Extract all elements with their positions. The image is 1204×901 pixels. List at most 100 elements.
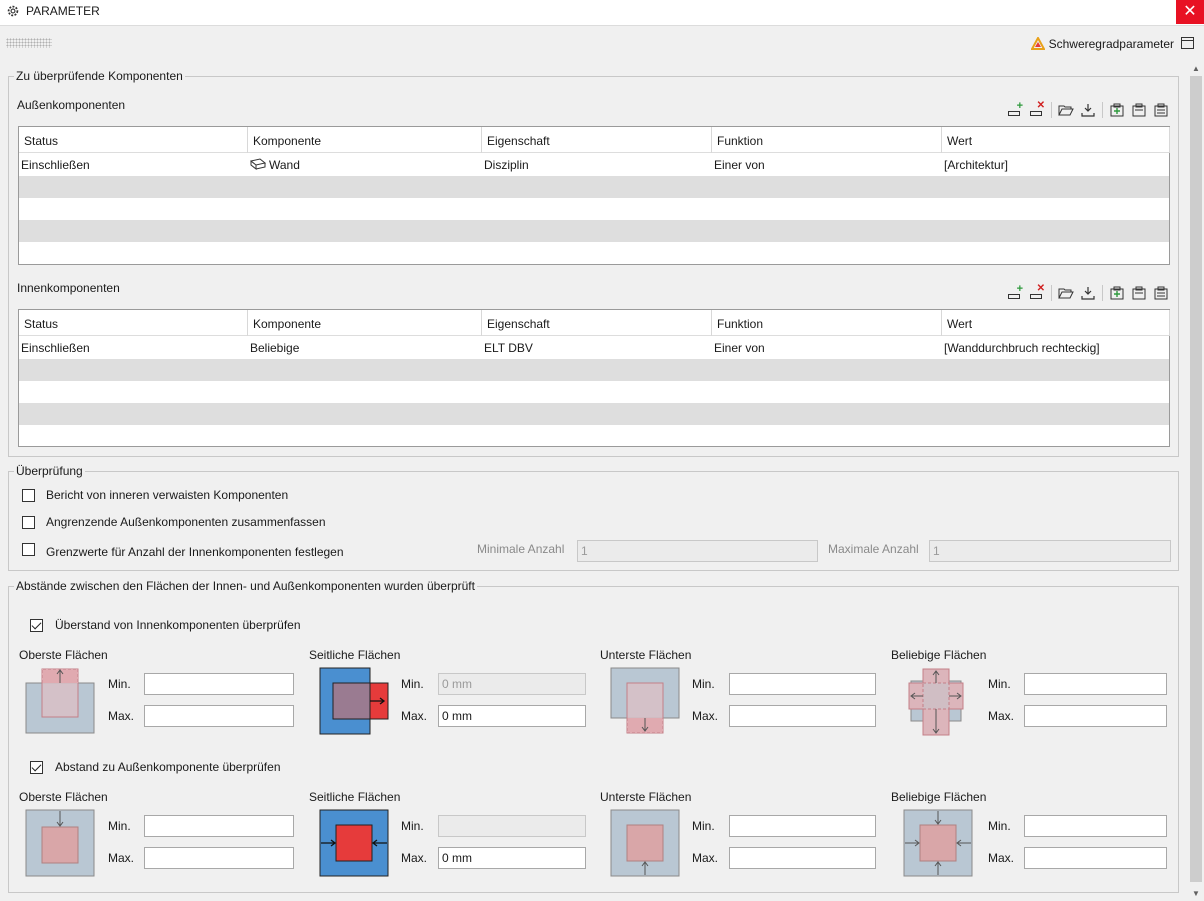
distance-bottom-min-input[interactable] (729, 815, 876, 837)
column-header-status[interactable]: Status (19, 127, 248, 153)
cell-property[interactable]: ELT DBV (484, 341, 533, 355)
min-count-label: Minimale Anzahl (477, 542, 565, 556)
group-icon[interactable] (1131, 102, 1147, 118)
min-count-input[interactable]: 1 (577, 540, 818, 562)
column-header-property[interactable]: Eigenschaft (482, 310, 712, 336)
column-header-property[interactable]: Eigenschaft (482, 127, 712, 153)
close-button[interactable]: ✕ (1176, 0, 1204, 24)
window-title: PARAMETER (26, 4, 100, 18)
toolbar-separator (1102, 285, 1103, 301)
overhang-top-max-input[interactable] (144, 705, 294, 727)
download-icon[interactable] (1080, 102, 1096, 118)
group-icon[interactable] (1131, 285, 1147, 301)
overhang-side-max-input[interactable]: 0 mm (438, 705, 586, 727)
column-header-value[interactable]: Wert (942, 310, 1170, 336)
cell-status[interactable]: Einschließen (21, 158, 90, 172)
overhang-bottom-title: Unterste Flächen (600, 648, 692, 662)
overhang-side-faces-illustration (319, 667, 389, 735)
severity-link-label: Schweregradparameter (1048, 37, 1174, 51)
distance-top-max-input[interactable] (144, 847, 294, 869)
add-group-icon[interactable] (1109, 102, 1125, 118)
overhang-any-min-input[interactable] (1024, 673, 1167, 695)
column-header-status[interactable]: Status (19, 310, 248, 336)
column-header-function[interactable]: Funktion (712, 310, 942, 336)
ungroup-icon[interactable] (1153, 285, 1169, 301)
overhang-any-max-input[interactable] (1024, 705, 1167, 727)
distance-top-max-label: Max. (108, 851, 135, 865)
panel-toggle-icon[interactable] (1181, 37, 1194, 49)
overhang-side-min-input[interactable]: 0 mm (438, 673, 586, 695)
empty-row (19, 403, 1169, 425)
overhang-top-max-label: Max. (108, 709, 135, 723)
distances-legend: Abstände zwischen den Flächen der Innen-… (14, 579, 477, 593)
cell-value[interactable]: [Architektur] (944, 158, 1009, 172)
severity-parameters-link[interactable]: Schweregradparameter (1029, 35, 1174, 51)
components-group: Zu überprüfende Komponenten Außenkompone… (8, 69, 1179, 457)
inner-components-title: Innenkomponenten (17, 281, 120, 295)
scroll-down-icon[interactable]: ▼ (1192, 889, 1200, 898)
distance-any-max-input[interactable] (1024, 847, 1167, 869)
distance-any-min-input[interactable] (1024, 815, 1167, 837)
column-header-component[interactable]: Komponente (248, 127, 482, 153)
distance-bottom-max-input[interactable] (729, 847, 876, 869)
overhang-checkbox[interactable] (30, 619, 43, 632)
column-header-value[interactable]: Wert (942, 127, 1170, 153)
add-row-icon[interactable]: + (1007, 283, 1023, 301)
merge-adjacent-checkbox[interactable] (22, 516, 35, 529)
empty-row (19, 220, 1169, 242)
cell-component[interactable]: Wand (248, 154, 300, 176)
check-group: Überprüfung Bericht von inneren verwaist… (8, 464, 1179, 571)
empty-row (19, 176, 1169, 198)
add-group-icon[interactable] (1109, 285, 1125, 301)
distance-side-max-input[interactable]: 0 mm (438, 847, 586, 869)
scroll-thumb[interactable] (1190, 76, 1202, 882)
ungroup-icon[interactable] (1153, 102, 1169, 118)
cell-status[interactable]: Einschließen (21, 341, 90, 355)
component-label: Wand (269, 158, 300, 172)
cell-component[interactable]: Beliebige (250, 341, 300, 355)
delete-row-icon[interactable]: ✕ (1029, 100, 1045, 118)
cell-value[interactable]: [Wanddurchbruch rechteckig] (944, 341, 1100, 355)
toolbar-separator (1051, 285, 1052, 301)
distance-top-faces-illustration (25, 809, 95, 877)
distances-group: Abstände zwischen den Flächen der Innen-… (8, 579, 1179, 893)
scroll-up-icon[interactable]: ▲ (1192, 64, 1200, 73)
column-header-function[interactable]: Funktion (712, 127, 942, 153)
table-row[interactable]: Einschließen Wand Disziplin Einer von [A… (19, 154, 1169, 176)
folder-open-icon[interactable] (1058, 102, 1074, 118)
table-row[interactable]: Einschließen Beliebige ELT DBV Einer von… (19, 337, 1169, 359)
inner-components-table[interactable]: Status Komponente Eigenschaft Funktion W… (18, 309, 1170, 447)
folder-open-icon[interactable] (1058, 285, 1074, 301)
overhang-bottom-max-label: Max. (692, 709, 719, 723)
report-orphans-checkbox[interactable] (22, 489, 35, 502)
overhang-any-max-label: Max. (988, 709, 1015, 723)
overhang-bottom-min-input[interactable] (729, 673, 876, 695)
cell-function[interactable]: Einer von (714, 341, 765, 355)
download-icon[interactable] (1080, 285, 1096, 301)
cell-function[interactable]: Einer von (714, 158, 765, 172)
drag-grip[interactable] (6, 38, 52, 48)
distance-bottom-faces-illustration (610, 809, 680, 877)
overhang-side-min-label: Min. (401, 677, 424, 691)
overhang-side-title: Seitliche Flächen (309, 648, 401, 662)
overhang-top-min-input[interactable] (144, 673, 294, 695)
limits-checkbox[interactable] (22, 543, 35, 556)
distance-bottom-title: Unterste Flächen (600, 790, 692, 804)
distance-top-min-input[interactable] (144, 815, 294, 837)
distance-side-min-input[interactable] (438, 815, 586, 837)
scrollbar[interactable]: ▲ ▼ (1188, 60, 1204, 901)
outer-components-table[interactable]: Status Komponente Eigenschaft Funktion W… (18, 126, 1170, 265)
max-count-input[interactable]: 1 (929, 540, 1171, 562)
overhang-any-faces-illustration (908, 668, 964, 736)
add-row-icon[interactable]: + (1007, 100, 1023, 118)
gear-icon (7, 5, 19, 17)
overhang-any-min-label: Min. (988, 677, 1011, 691)
distance-any-min-label: Min. (988, 819, 1011, 833)
outer-distance-checkbox[interactable] (30, 761, 43, 774)
column-header-component[interactable]: Komponente (248, 310, 482, 336)
cell-property[interactable]: Disziplin (484, 158, 529, 172)
overhang-any-title: Beliebige Flächen (891, 648, 987, 662)
delete-row-icon[interactable]: ✕ (1029, 283, 1045, 301)
report-orphans-label: Bericht von inneren verwaisten Komponent… (46, 488, 289, 502)
overhang-bottom-max-input[interactable] (729, 705, 876, 727)
